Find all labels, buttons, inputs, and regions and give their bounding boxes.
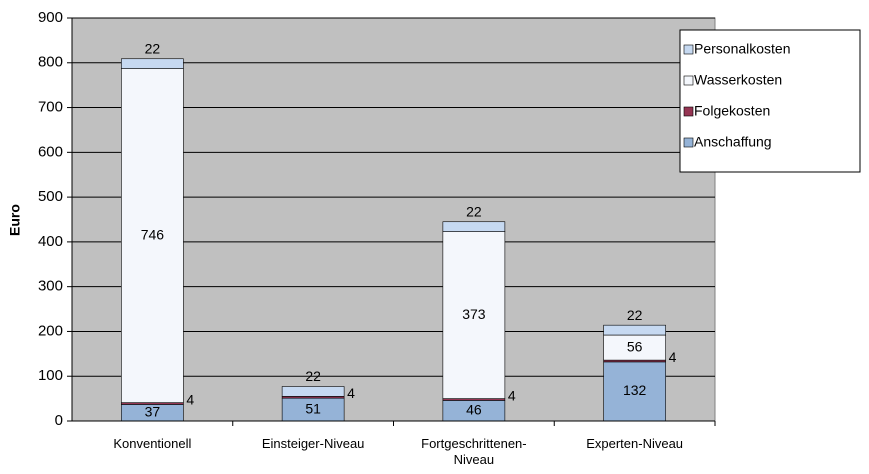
data-label: 46 <box>466 401 482 417</box>
data-label: 4 <box>669 349 677 365</box>
data-label: 132 <box>623 382 647 398</box>
y-tick-label: 300 <box>38 278 63 295</box>
y-tick-label: 100 <box>38 367 63 384</box>
x-tick-label: Einsteiger-Niveau <box>261 436 365 451</box>
legend-swatch <box>683 75 694 86</box>
legend-label: Personalkosten <box>694 41 791 57</box>
legend-swatch <box>683 106 694 117</box>
data-label: 22 <box>627 307 643 323</box>
y-tick-label: 500 <box>38 188 63 205</box>
bar-segment <box>603 334 666 361</box>
legend-swatch <box>683 137 694 148</box>
bar-segment <box>442 221 506 232</box>
bar-segment <box>603 361 666 422</box>
y-tick-label: 0 <box>55 412 63 429</box>
data-label: 4 <box>347 385 355 401</box>
data-label: 56 <box>627 338 643 354</box>
data-label: 4 <box>186 391 194 407</box>
x-tick-label: Fortgeschrittenen-Niveau <box>421 436 527 467</box>
legend-label: Anschaffung <box>694 134 772 150</box>
data-label: 373 <box>462 306 486 322</box>
y-tick-label: 700 <box>38 99 63 116</box>
x-tick-label: Experten-Niveau <box>586 436 684 451</box>
data-label: 4 <box>508 387 516 403</box>
bar-segment <box>121 58 184 69</box>
data-label: 37 <box>145 403 161 419</box>
y-tick-label: 200 <box>38 322 63 339</box>
y-tick-label: 400 <box>38 233 63 250</box>
y-axis-label: Euro <box>7 204 23 236</box>
data-label: 22 <box>305 368 321 384</box>
data-label: 22 <box>145 40 161 56</box>
data-label: 51 <box>305 400 321 416</box>
bar-segment <box>121 68 184 403</box>
y-tick-label: 800 <box>38 54 63 71</box>
bar-segment <box>281 386 345 397</box>
legend-box <box>679 29 861 173</box>
data-label: 22 <box>466 203 482 219</box>
legend-swatch <box>683 44 694 55</box>
bar-segment <box>603 324 666 336</box>
y-tick-label: 900 <box>38 9 63 26</box>
data-label: 746 <box>141 226 165 242</box>
x-tick-label: Konventionell <box>113 436 192 451</box>
legend-label: Folgekosten <box>694 103 770 119</box>
legend-label: Wasserkosten <box>694 72 782 88</box>
y-tick-label: 600 <box>38 143 63 160</box>
